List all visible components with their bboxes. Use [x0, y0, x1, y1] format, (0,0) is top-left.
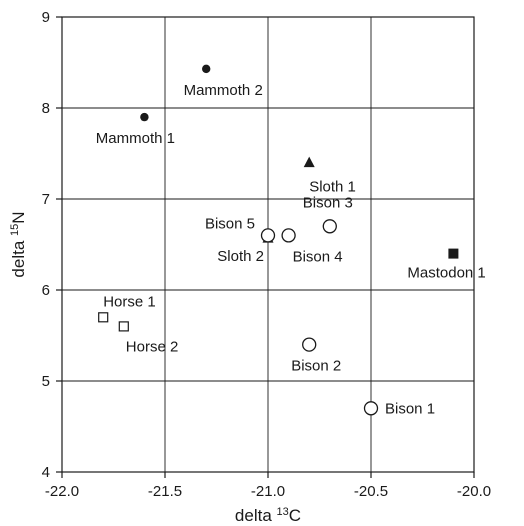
point-label-mastodon-1: Mastodon 1: [407, 265, 485, 282]
x-axis-title-prefix: delta: [235, 506, 272, 525]
point-sloth-1: [303, 156, 315, 168]
point-label-horse-1: Horse 1: [103, 293, 156, 310]
x-tick-label: -22.0: [45, 483, 79, 500]
point-label-bison-4: Bison 4: [293, 248, 343, 265]
axis-ticks: -22.0 -21.5 -21.0 -20.5 -20.0 4 5 6 7 8 9: [42, 9, 491, 500]
point-label-mammoth-1: Mammoth 1: [96, 130, 175, 147]
y-tick-label: 4: [42, 464, 50, 481]
point-bison-3: [322, 219, 337, 234]
point-label-bison-3: Bison 3: [303, 194, 353, 211]
x-tick-label: -20.0: [457, 483, 491, 500]
x-tick-label: -20.5: [354, 483, 388, 500]
point-bison-1: [363, 401, 379, 416]
data-points: [98, 64, 459, 416]
point-label-bison-2: Bison 2: [291, 358, 341, 375]
x-axis-title-superscript: 13: [277, 506, 289, 518]
y-axis-title: delta 15N: [9, 211, 28, 277]
point-horse-2: [118, 321, 129, 332]
point-label-bison-5: Bison 5: [205, 215, 255, 232]
x-axis-title: delta 13C: [235, 506, 301, 525]
point-mammoth-2: [202, 64, 211, 74]
point-horse-1: [98, 312, 109, 323]
y-tick-label: 9: [42, 9, 50, 26]
x-tick-label: -21.0: [251, 483, 285, 500]
x-axis-title-suffix: C: [289, 506, 301, 525]
y-tick-label: 8: [42, 100, 50, 117]
point-label-mammoth-2: Mammoth 2: [184, 82, 263, 99]
point-label-bison-1: Bison 1: [385, 400, 435, 417]
x-tick-label: -21.5: [148, 483, 182, 500]
y-axis-title-prefix: delta: [9, 240, 28, 277]
y-tick-label: 7: [42, 191, 50, 208]
point-bison-2: [302, 337, 317, 352]
point-bison-5: [260, 228, 276, 243]
y-axis-title-suffix: N: [9, 211, 28, 223]
point-bison-4: [281, 228, 296, 243]
point-label-sloth-1: Sloth 1: [309, 179, 356, 196]
y-tick-label: 6: [42, 282, 50, 299]
point-label-horse-2: Horse 2: [126, 338, 179, 355]
y-tick-label: 5: [42, 373, 50, 390]
point-mammoth-1: [140, 112, 149, 122]
point-label-sloth-2: Sloth 2: [217, 248, 264, 265]
point-mastodon-1: [448, 248, 459, 259]
y-axis-title-superscript: 15: [9, 224, 21, 236]
point-labels: Mammoth 1 Mammoth 2 Sloth 1 Sloth 2 Bison 5 B…: [96, 82, 486, 417]
